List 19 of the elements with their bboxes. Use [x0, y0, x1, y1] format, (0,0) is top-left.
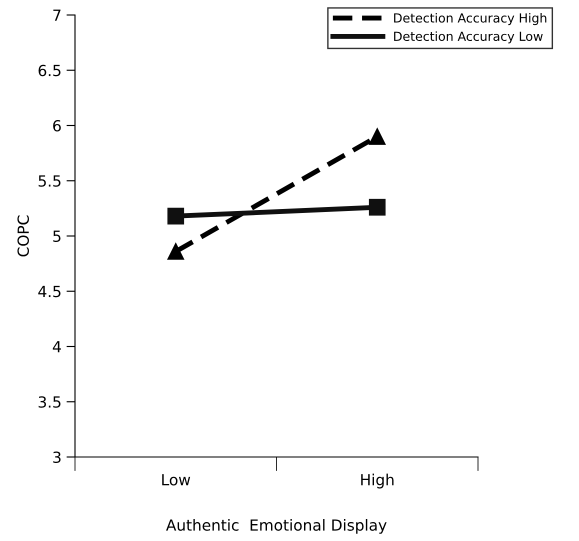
y-tick-label: 5 — [53, 230, 60, 242]
legend-label: Detection Accuracy High — [394, 12, 546, 26]
y-tick-label: 4.5 — [38, 286, 60, 298]
point — [167, 208, 184, 224]
point — [167, 243, 184, 260]
y-tick-label: 5.5 — [38, 175, 60, 187]
y-tick-label: 6.5 — [38, 64, 60, 76]
y-tick-label: 7 — [53, 10, 60, 21]
legend-label: Detection Accuracy Low — [394, 31, 543, 44]
y-tick-label: 3 — [53, 451, 61, 464]
point — [368, 128, 386, 145]
y-tick-label: 4 — [52, 341, 61, 352]
x-tick-label: High — [361, 474, 394, 488]
x-axis-title: Authentic Emotional Display — [166, 519, 387, 534]
point — [368, 198, 386, 216]
x-tick-label: Low — [162, 474, 190, 486]
y-tick-label: 3.5 — [38, 396, 60, 408]
y-axis-title: COPC — [17, 216, 29, 256]
y-tick-label: 6 — [53, 120, 61, 132]
